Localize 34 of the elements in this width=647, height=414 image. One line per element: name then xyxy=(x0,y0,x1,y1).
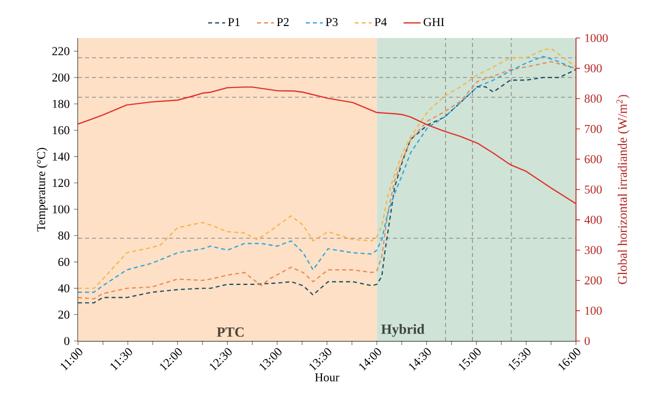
y-tick-label: 180 xyxy=(52,100,70,108)
y-tick-label: 160 xyxy=(52,126,70,134)
y2-axis-title: Global horizontal irradiande (W/m$^{2}$) xyxy=(616,94,630,284)
y2-tick-label: 700 xyxy=(585,124,602,133)
legend-label: P2 xyxy=(276,18,289,26)
legend-label: P4 xyxy=(374,18,387,26)
y-tick-label: 120 xyxy=(52,178,70,187)
band-label: Hybrid xyxy=(381,324,424,337)
y-tick-label: 0 xyxy=(64,336,70,346)
x-axis-title: Hour xyxy=(315,373,340,382)
y-tick-label: 140 xyxy=(52,152,70,161)
y2-tick-label: 100 xyxy=(585,306,602,315)
legend-label: GHI xyxy=(424,18,444,26)
y-tick-label: 200 xyxy=(52,73,70,82)
y-axis-title: Temperature (°C) xyxy=(36,148,48,232)
y2-tick-label: 1000 xyxy=(585,34,608,42)
line-series xyxy=(78,86,576,204)
y-tick-label: 40 xyxy=(58,284,70,292)
y2-tick-label: 800 xyxy=(584,94,602,103)
y2-tick-label: 300 xyxy=(584,246,602,254)
band-label: PTC xyxy=(216,327,244,337)
y2-tick-label: 200 xyxy=(584,276,602,284)
legend-label: P1 xyxy=(228,18,240,26)
y2-tick-label: 500 xyxy=(584,185,602,194)
y2-tick-label: 900 xyxy=(584,64,602,72)
y-tick-label: 60 xyxy=(58,258,70,266)
y2-tick-label: 600 xyxy=(584,155,602,164)
y2-tick-label: 0 xyxy=(584,336,590,346)
y-tick-label: 100 xyxy=(52,205,70,214)
y2-tick-label: 400 xyxy=(584,216,602,224)
y-tick-label: 80 xyxy=(58,232,70,240)
legend-label: P3 xyxy=(326,18,338,26)
y-tick-label: 220 xyxy=(52,47,70,56)
y-tick-label: 20 xyxy=(58,310,70,319)
